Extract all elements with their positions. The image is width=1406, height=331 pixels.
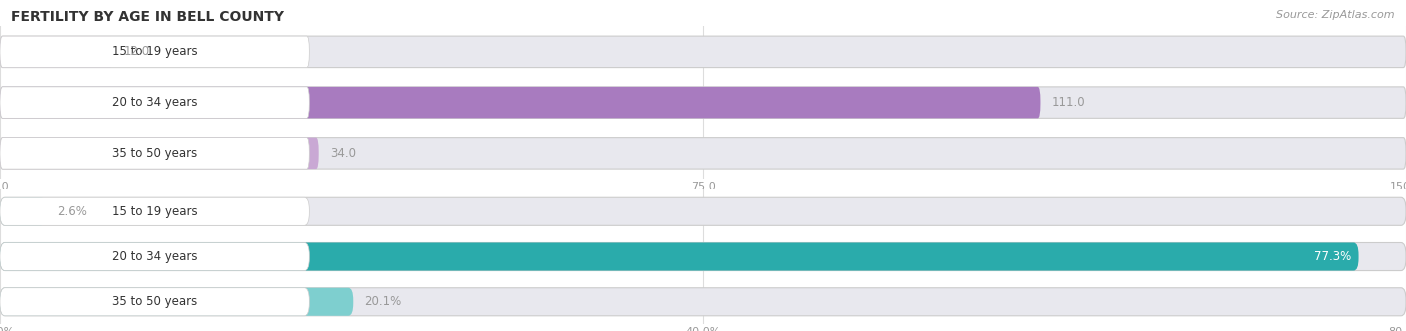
Text: Source: ZipAtlas.com: Source: ZipAtlas.com [1277, 10, 1395, 20]
FancyBboxPatch shape [0, 197, 1406, 225]
Text: FERTILITY BY AGE IN BELL COUNTY: FERTILITY BY AGE IN BELL COUNTY [11, 10, 284, 24]
Text: 111.0: 111.0 [1052, 96, 1085, 109]
Text: 15 to 19 years: 15 to 19 years [112, 205, 197, 218]
FancyBboxPatch shape [0, 288, 353, 316]
FancyBboxPatch shape [0, 36, 1406, 68]
FancyBboxPatch shape [0, 288, 309, 316]
Text: 77.3%: 77.3% [1315, 250, 1351, 263]
FancyBboxPatch shape [0, 138, 319, 169]
FancyBboxPatch shape [0, 197, 45, 225]
FancyBboxPatch shape [0, 243, 1358, 270]
FancyBboxPatch shape [0, 243, 309, 270]
Text: 20 to 34 years: 20 to 34 years [112, 250, 197, 263]
FancyBboxPatch shape [0, 87, 1406, 118]
FancyBboxPatch shape [0, 138, 309, 169]
FancyBboxPatch shape [0, 197, 309, 225]
FancyBboxPatch shape [0, 288, 1406, 316]
FancyBboxPatch shape [0, 87, 309, 118]
FancyBboxPatch shape [0, 138, 1406, 169]
FancyBboxPatch shape [0, 36, 309, 68]
Text: 20.1%: 20.1% [364, 295, 402, 308]
Text: 34.0: 34.0 [330, 147, 356, 160]
Text: 35 to 50 years: 35 to 50 years [112, 147, 197, 160]
FancyBboxPatch shape [0, 87, 1040, 118]
Text: 20 to 34 years: 20 to 34 years [112, 96, 197, 109]
Text: 2.6%: 2.6% [58, 205, 87, 218]
FancyBboxPatch shape [0, 243, 1406, 270]
Text: 15 to 19 years: 15 to 19 years [112, 45, 197, 58]
Text: 35 to 50 years: 35 to 50 years [112, 295, 197, 308]
FancyBboxPatch shape [0, 36, 112, 68]
Text: 12.0: 12.0 [124, 45, 150, 58]
